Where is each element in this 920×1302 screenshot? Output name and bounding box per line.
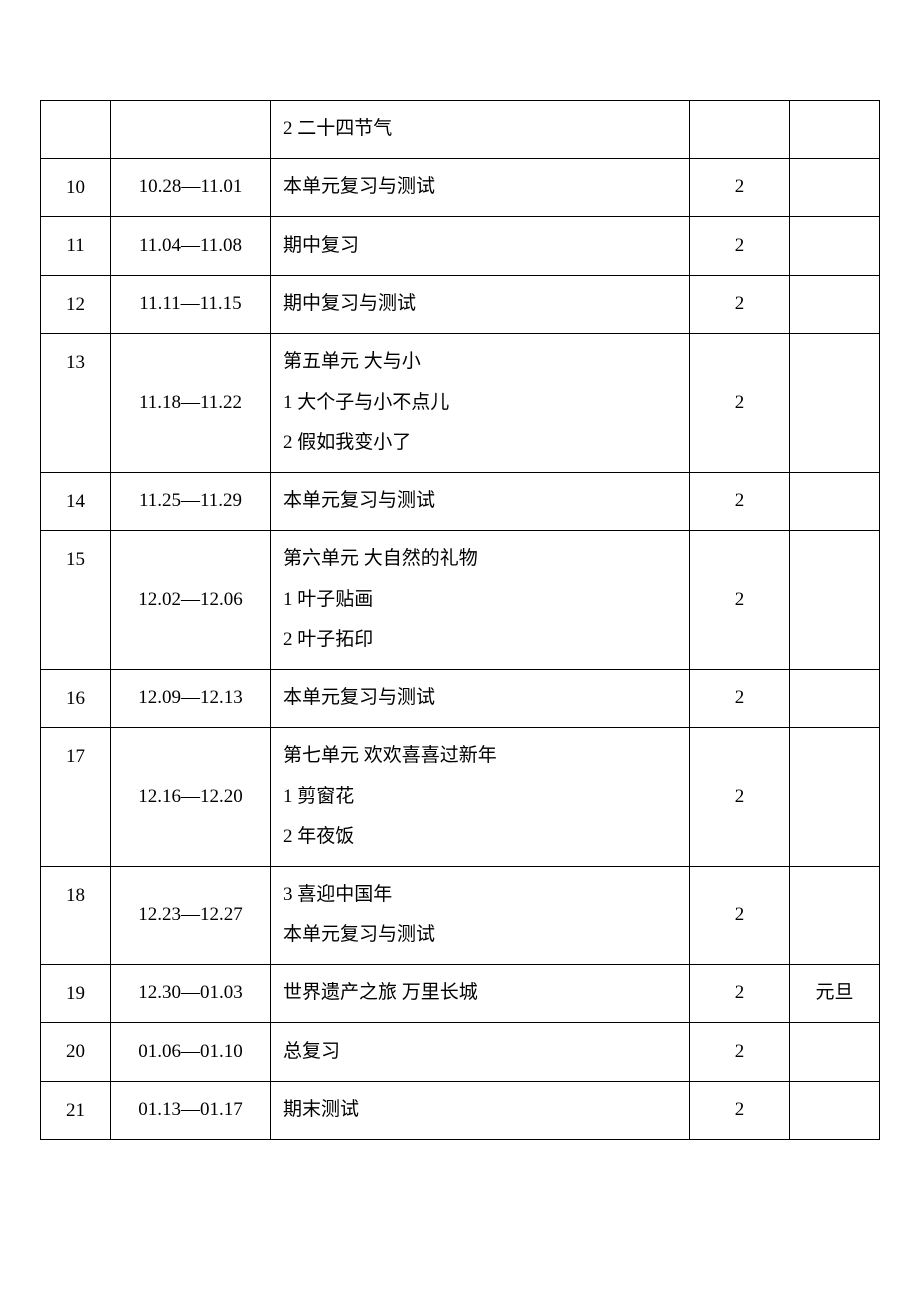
cell-note bbox=[790, 728, 880, 867]
table-row: 18 12.23—12.27 3 喜迎中国年 本单元复习与测试 2 bbox=[41, 866, 880, 964]
table-row: 16 12.09—12.13 本单元复习与测试 2 bbox=[41, 669, 880, 728]
cell-note: 元旦 bbox=[790, 964, 880, 1023]
content-line: 第六单元 大自然的礼物 bbox=[283, 539, 677, 580]
content-line: 2 叶子拓印 bbox=[283, 620, 677, 661]
cell-note bbox=[790, 275, 880, 334]
cell-count: 2 bbox=[690, 334, 790, 473]
cell-num: 16 bbox=[41, 669, 111, 728]
table-row: 12 11.11—11.15 期中复习与测试 2 bbox=[41, 275, 880, 334]
cell-count: 2 bbox=[690, 472, 790, 531]
cell-note bbox=[790, 1023, 880, 1082]
cell-num: 11 bbox=[41, 217, 111, 276]
cell-num: 21 bbox=[41, 1081, 111, 1140]
cell-num: 12 bbox=[41, 275, 111, 334]
cell-count: 2 bbox=[690, 669, 790, 728]
cell-content: 第五单元 大与小 1 大个子与小不点儿 2 假如我变小了 bbox=[271, 334, 690, 473]
cell-content: 第七单元 欢欢喜喜过新年 1 剪窗花 2 年夜饭 bbox=[271, 728, 690, 867]
cell-date: 11.25—11.29 bbox=[111, 472, 271, 531]
cell-content: 第六单元 大自然的礼物 1 叶子贴画 2 叶子拓印 bbox=[271, 531, 690, 670]
cell-date: 10.28—11.01 bbox=[111, 158, 271, 217]
cell-content: 3 喜迎中国年 本单元复习与测试 bbox=[271, 866, 690, 964]
content-line: 本单元复习与测试 bbox=[283, 915, 677, 956]
cell-num: 20 bbox=[41, 1023, 111, 1082]
cell-date: 11.11—11.15 bbox=[111, 275, 271, 334]
cell-num: 17 bbox=[41, 728, 111, 867]
cell-date bbox=[111, 101, 271, 159]
cell-count bbox=[690, 101, 790, 159]
cell-date: 11.18—11.22 bbox=[111, 334, 271, 473]
cell-note bbox=[790, 531, 880, 670]
cell-count: 2 bbox=[690, 964, 790, 1023]
cell-num bbox=[41, 101, 111, 159]
table-row: 15 12.02—12.06 第六单元 大自然的礼物 1 叶子贴画 2 叶子拓印… bbox=[41, 531, 880, 670]
cell-date: 12.09—12.13 bbox=[111, 669, 271, 728]
cell-content: 期中复习与测试 bbox=[271, 275, 690, 334]
cell-num: 14 bbox=[41, 472, 111, 531]
cell-date: 01.13—01.17 bbox=[111, 1081, 271, 1140]
cell-date: 11.04—11.08 bbox=[111, 217, 271, 276]
content-line: 2 年夜饭 bbox=[283, 817, 677, 858]
cell-date: 12.02—12.06 bbox=[111, 531, 271, 670]
schedule-table: 2 二十四节气 10 10.28—11.01 本单元复习与测试 2 11 11.… bbox=[40, 100, 880, 1140]
cell-date: 01.06—01.10 bbox=[111, 1023, 271, 1082]
cell-count: 2 bbox=[690, 531, 790, 670]
table-row: 14 11.25—11.29 本单元复习与测试 2 bbox=[41, 472, 880, 531]
cell-count: 2 bbox=[690, 158, 790, 217]
content-line: 3 喜迎中国年 bbox=[283, 875, 677, 916]
cell-note bbox=[790, 669, 880, 728]
cell-content: 本单元复习与测试 bbox=[271, 158, 690, 217]
cell-num: 13 bbox=[41, 334, 111, 473]
cell-date: 12.16—12.20 bbox=[111, 728, 271, 867]
cell-content: 本单元复习与测试 bbox=[271, 669, 690, 728]
cell-num: 19 bbox=[41, 964, 111, 1023]
cell-content: 2 二十四节气 bbox=[271, 101, 690, 159]
content-line: 1 剪窗花 bbox=[283, 777, 677, 818]
table-row: 21 01.13—01.17 期末测试 2 bbox=[41, 1081, 880, 1140]
cell-content: 总复习 bbox=[271, 1023, 690, 1082]
content-line: 1 叶子贴画 bbox=[283, 580, 677, 621]
table-row: 10 10.28—11.01 本单元复习与测试 2 bbox=[41, 158, 880, 217]
table-row: 11 11.04—11.08 期中复习 2 bbox=[41, 217, 880, 276]
table-body: 2 二十四节气 10 10.28—11.01 本单元复习与测试 2 11 11.… bbox=[41, 101, 880, 1140]
cell-note bbox=[790, 101, 880, 159]
table-row: 17 12.16—12.20 第七单元 欢欢喜喜过新年 1 剪窗花 2 年夜饭 … bbox=[41, 728, 880, 867]
cell-date: 12.30—01.03 bbox=[111, 964, 271, 1023]
content-line: 2 假如我变小了 bbox=[283, 423, 677, 464]
cell-note bbox=[790, 866, 880, 964]
cell-note bbox=[790, 1081, 880, 1140]
cell-count: 2 bbox=[690, 217, 790, 276]
table-row: 13 11.18—11.22 第五单元 大与小 1 大个子与小不点儿 2 假如我… bbox=[41, 334, 880, 473]
cell-content: 期末测试 bbox=[271, 1081, 690, 1140]
cell-note bbox=[790, 158, 880, 217]
cell-num: 10 bbox=[41, 158, 111, 217]
table-row: 2 二十四节气 bbox=[41, 101, 880, 159]
cell-count: 2 bbox=[690, 275, 790, 334]
cell-content: 本单元复习与测试 bbox=[271, 472, 690, 531]
cell-num: 15 bbox=[41, 531, 111, 670]
cell-content: 期中复习 bbox=[271, 217, 690, 276]
cell-note bbox=[790, 334, 880, 473]
cell-note bbox=[790, 217, 880, 276]
cell-count: 2 bbox=[690, 1023, 790, 1082]
content-line: 第七单元 欢欢喜喜过新年 bbox=[283, 736, 677, 777]
content-line: 第五单元 大与小 bbox=[283, 342, 677, 383]
cell-num: 18 bbox=[41, 866, 111, 964]
cell-content: 世界遗产之旅 万里长城 bbox=[271, 964, 690, 1023]
content-line: 1 大个子与小不点儿 bbox=[283, 383, 677, 424]
cell-note bbox=[790, 472, 880, 531]
cell-count: 2 bbox=[690, 728, 790, 867]
cell-count: 2 bbox=[690, 866, 790, 964]
table-row: 20 01.06—01.10 总复习 2 bbox=[41, 1023, 880, 1082]
cell-date: 12.23—12.27 bbox=[111, 866, 271, 964]
table-row: 19 12.30—01.03 世界遗产之旅 万里长城 2 元旦 bbox=[41, 964, 880, 1023]
cell-count: 2 bbox=[690, 1081, 790, 1140]
